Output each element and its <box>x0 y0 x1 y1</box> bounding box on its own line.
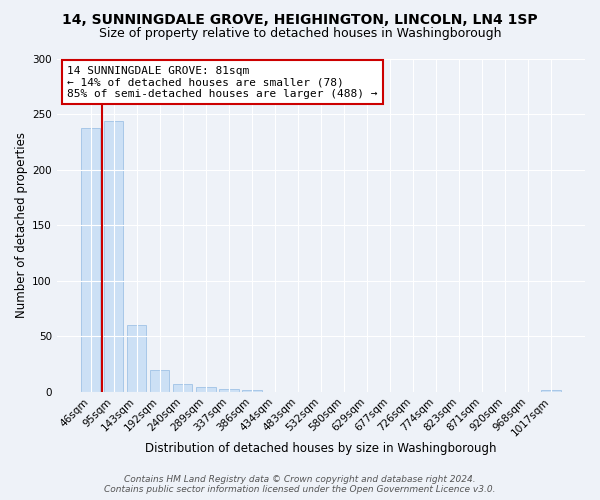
Bar <box>196 387 215 392</box>
Bar <box>541 390 561 392</box>
Bar <box>81 128 100 392</box>
Bar <box>242 390 262 392</box>
Text: Size of property relative to detached houses in Washingborough: Size of property relative to detached ho… <box>99 28 501 40</box>
Bar <box>127 325 146 392</box>
Text: Contains HM Land Registry data © Crown copyright and database right 2024.
Contai: Contains HM Land Registry data © Crown c… <box>104 474 496 494</box>
Bar <box>219 390 239 392</box>
Y-axis label: Number of detached properties: Number of detached properties <box>15 132 28 318</box>
Text: 14 SUNNINGDALE GROVE: 81sqm
← 14% of detached houses are smaller (78)
85% of sem: 14 SUNNINGDALE GROVE: 81sqm ← 14% of det… <box>67 66 378 99</box>
Bar <box>150 370 169 392</box>
X-axis label: Distribution of detached houses by size in Washingborough: Distribution of detached houses by size … <box>145 442 497 455</box>
Text: 14, SUNNINGDALE GROVE, HEIGHINGTON, LINCOLN, LN4 1SP: 14, SUNNINGDALE GROVE, HEIGHINGTON, LINC… <box>62 12 538 26</box>
Bar <box>104 121 124 392</box>
Bar <box>173 384 193 392</box>
